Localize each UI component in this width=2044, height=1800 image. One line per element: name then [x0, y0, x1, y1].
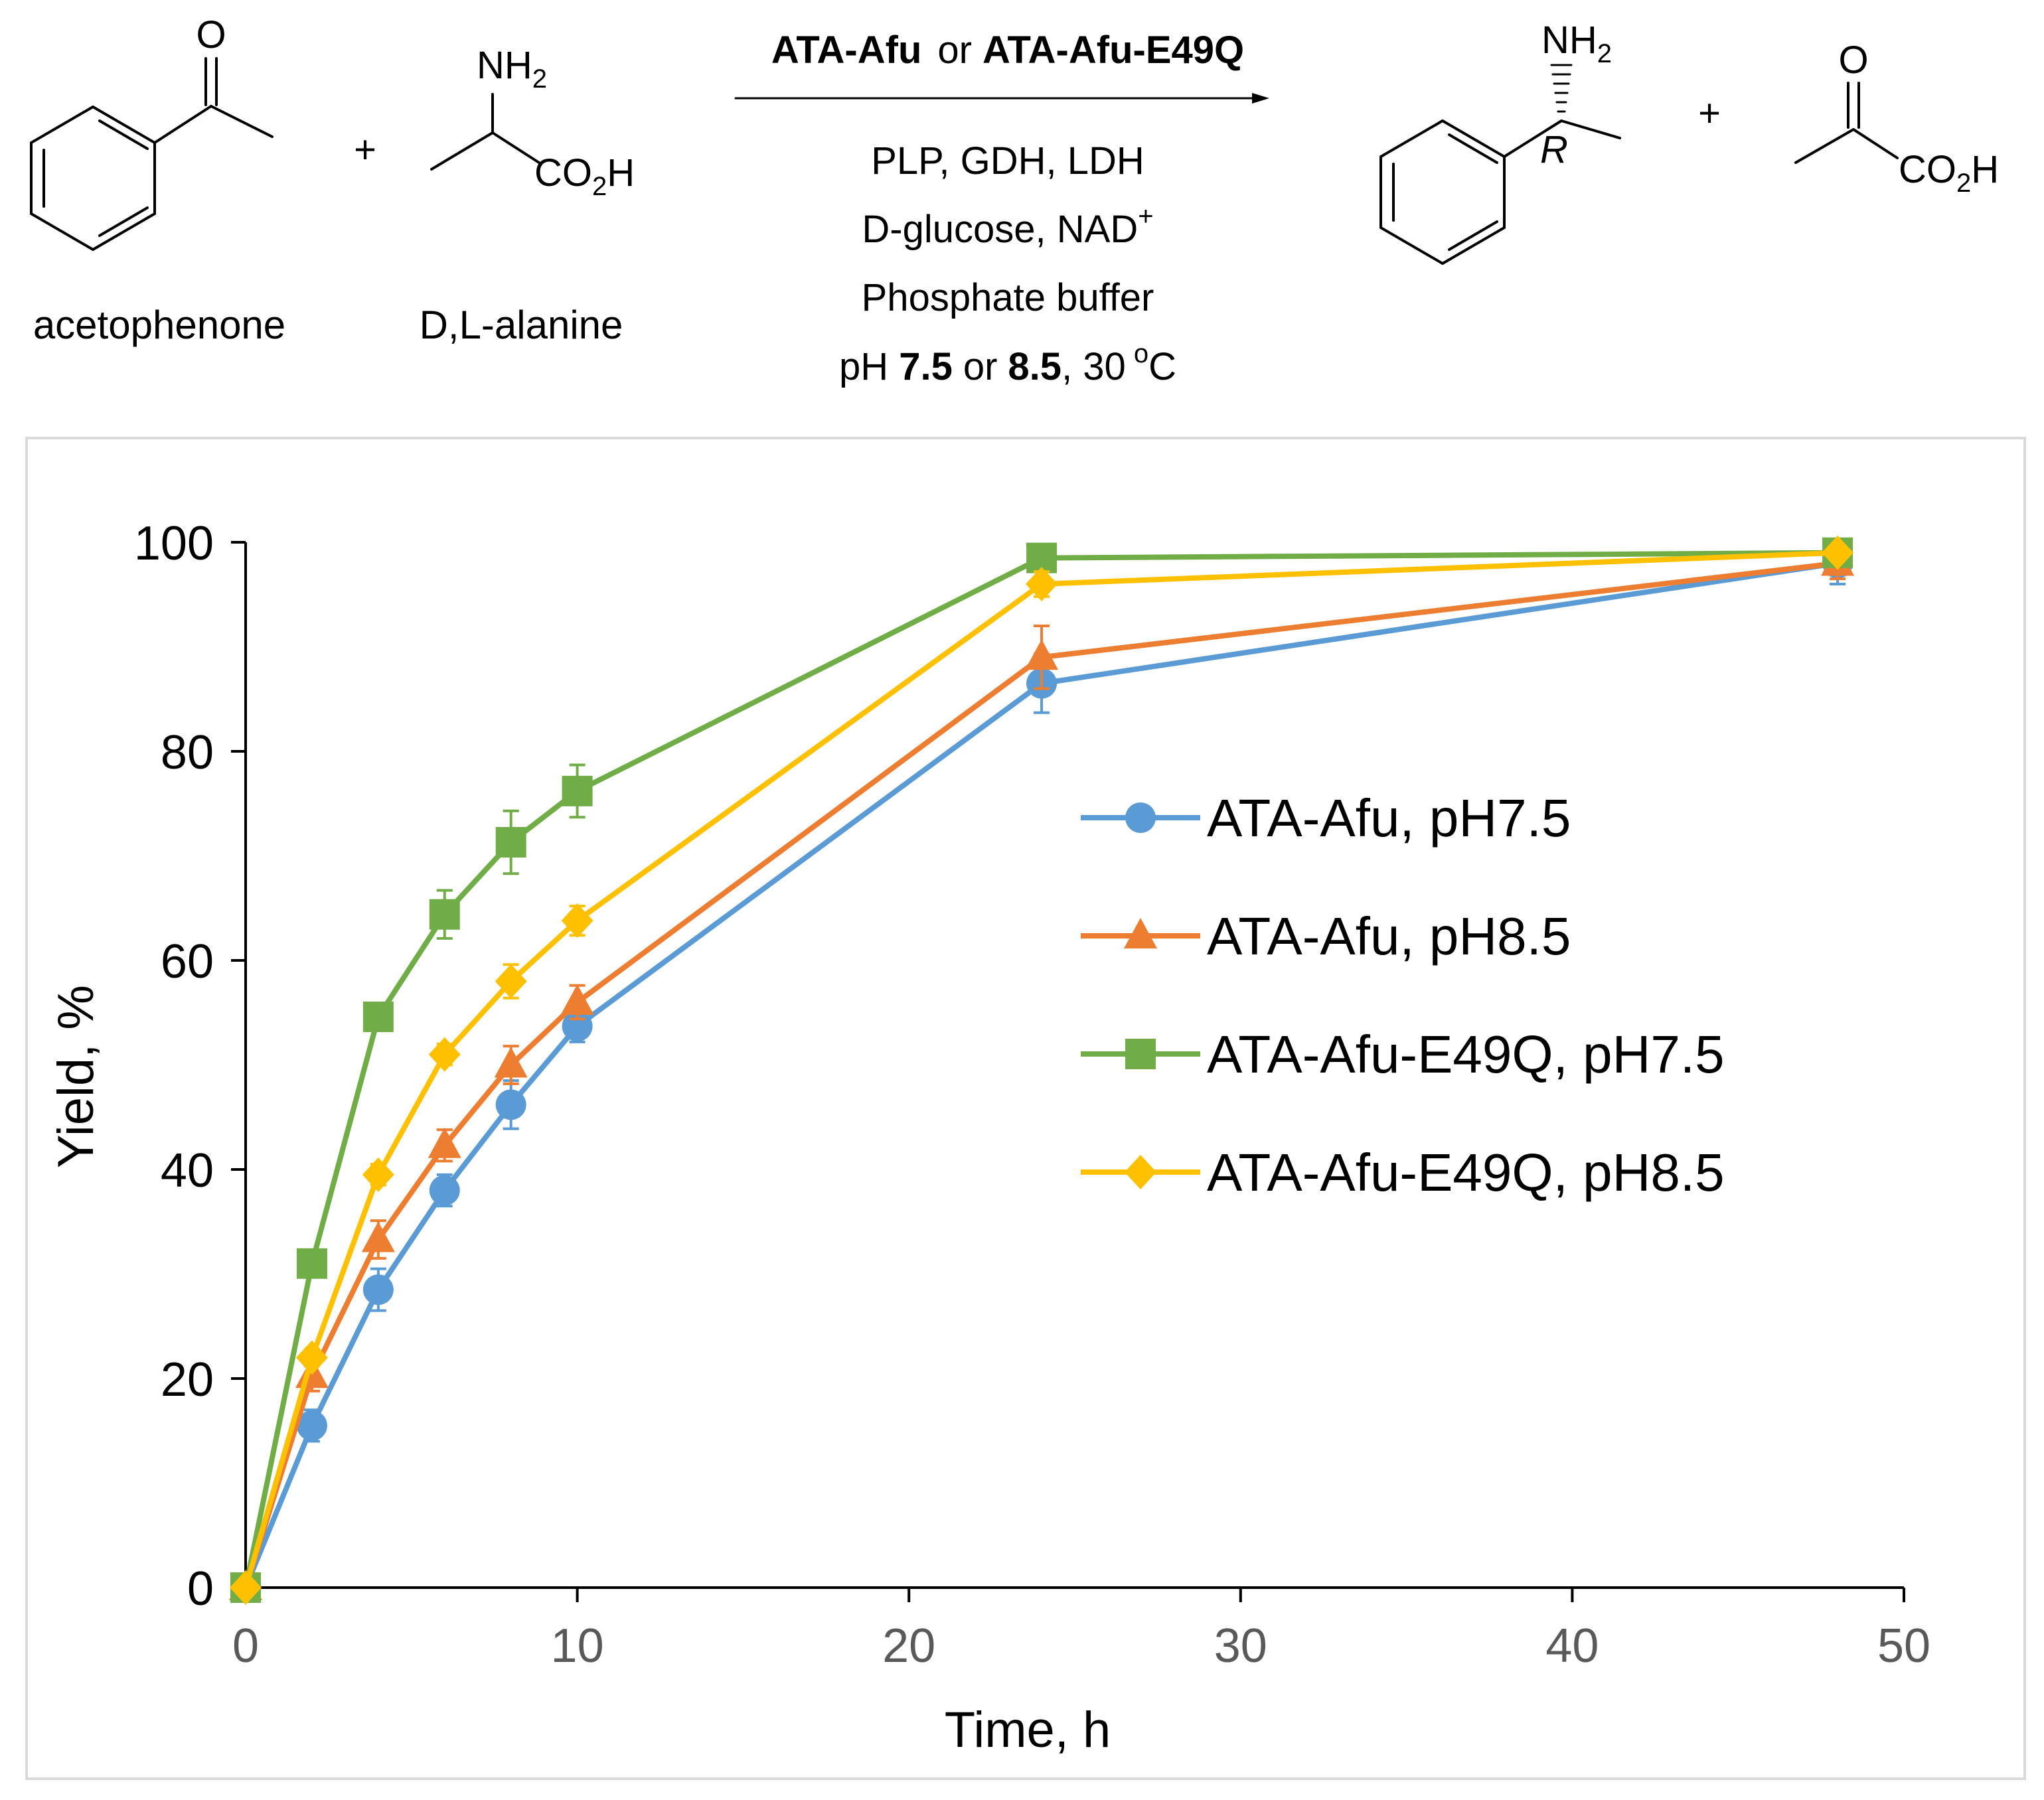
data-point: [562, 775, 593, 806]
legend-marker: [1125, 1039, 1156, 1069]
bond: [1560, 119, 1621, 139]
inner-bond: [98, 206, 149, 237]
x-tick-label: 20: [882, 1619, 935, 1673]
stereo-descriptor: R: [1540, 128, 1568, 171]
pyruvate-oxygen-label: O: [1838, 38, 1868, 82]
data-point: [296, 1410, 327, 1441]
bond: [1503, 119, 1563, 158]
data-point: [429, 1175, 460, 1206]
enzyme-label: ATA-Afu or ATA-Afu-E49Q: [771, 29, 1244, 72]
data-point: [1025, 639, 1059, 670]
axes: 0 10 20 30 40 50 0 20 40 60 80 100: [134, 517, 1930, 1673]
y-axis-label: Yield, %: [48, 985, 104, 1168]
amine-label: NH2: [477, 44, 547, 94]
phenylethylamine-structure: [1379, 64, 1621, 265]
product-amine-label: NH2: [1541, 19, 1612, 68]
data-point: [361, 1221, 395, 1252]
plus-sign: +: [1698, 92, 1721, 135]
oxygen-label: O: [196, 13, 226, 56]
series-1: [230, 541, 1853, 1603]
reactant2-name: D,L-alanine: [420, 303, 623, 347]
alanine-structure: [430, 93, 542, 171]
data-point: [428, 1127, 461, 1158]
y-tick-label: 60: [161, 935, 214, 988]
reaction-scheme: [30, 57, 1899, 265]
acetophenone-structure: [30, 57, 274, 252]
y-tick-label: 100: [134, 517, 214, 570]
y-tick-label: 20: [161, 1353, 214, 1406]
series-3: [230, 537, 1853, 1603]
legend-entry: ATA-Afu, pH8.5: [1081, 907, 1571, 966]
carboxyl-label: CO2H: [534, 151, 635, 201]
legend-label: ATA-Afu-E49Q, pH7.5: [1207, 1025, 1725, 1084]
legend-entry: ATA-Afu, pH7.5: [1081, 788, 1571, 848]
inner-bond: [98, 119, 149, 150]
pyruvate-carboxyl-label: CO2H: [1899, 148, 1999, 198]
bond: [153, 105, 212, 144]
condition-reagents: D-glucose, NAD+: [862, 202, 1153, 251]
benzene-ring: [1379, 119, 1506, 265]
series-line: [243, 560, 1838, 1589]
x-axis-label: Time, h: [945, 1702, 1111, 1758]
benzene-ring: [30, 105, 156, 252]
inner-bond: [1448, 133, 1498, 164]
data-point: [362, 1157, 394, 1192]
series-line: [243, 550, 1838, 1589]
bond: [430, 131, 494, 171]
data-point: [428, 1037, 461, 1072]
legend-entry: ATA-Afu-E49Q, pH7.5: [1081, 1025, 1725, 1084]
y-tick-label: 0: [187, 1562, 214, 1615]
legend-label: ATA-Afu, pH7.5: [1207, 788, 1571, 848]
data-point: [362, 1274, 394, 1306]
bond: [491, 131, 542, 165]
x-tick-label: 0: [232, 1619, 259, 1673]
reactant1-name: acetophenone: [33, 303, 285, 347]
chart-frame: [25, 437, 2026, 1780]
reaction-arrow: [734, 93, 1269, 104]
data-point: [1026, 567, 1058, 601]
data-point: [560, 984, 594, 1015]
data-point: [495, 827, 526, 858]
x-tick-label: 30: [1214, 1619, 1267, 1673]
data-point: [429, 899, 460, 930]
legend-label: ATA-Afu, pH8.5: [1207, 907, 1571, 966]
data-point: [362, 1002, 394, 1033]
plus-sign: +: [354, 128, 376, 171]
legend-entry: ATA-Afu-E49Q, pH8.5: [1081, 1143, 1725, 1202]
series-line: [243, 550, 1838, 1588]
pyruvate-structure: [1794, 82, 1899, 164]
data-point: [494, 1047, 528, 1078]
hashed-wedge-bond: [1550, 64, 1573, 113]
data-point: [1822, 535, 1854, 570]
x-tick-label: 50: [1877, 1619, 1930, 1673]
data-point: [230, 1570, 262, 1605]
x-tick-label: 10: [551, 1619, 604, 1673]
inner-bond: [1448, 220, 1498, 251]
bond: [210, 105, 274, 138]
series-4: [230, 535, 1854, 1605]
data-point: [561, 903, 593, 938]
y-tick-label: 40: [161, 1144, 214, 1197]
legend-marker: [1125, 1155, 1156, 1189]
data-point: [495, 964, 527, 999]
condition-cofactors: PLP, GDH, LDH: [871, 139, 1144, 183]
x-tick-label: 40: [1545, 1619, 1599, 1673]
data-point: [296, 1248, 327, 1279]
bond: [1794, 128, 1855, 164]
data-point: [495, 1089, 526, 1120]
legend-label: ATA-Afu-E49Q, pH8.5: [1207, 1143, 1725, 1202]
condition-buffer: Phosphate buffer: [862, 276, 1154, 319]
condition-ph-temp: pH 7.5 or 8.5, 30 oC: [839, 339, 1176, 388]
series-layer: [229, 535, 1855, 1605]
legend-marker: [1125, 802, 1156, 833]
legend: ATA-Afu, pH7.5 ATA-Afu, pH8.5 ATA-Afu-E49Q…: [1081, 788, 1725, 1202]
scheme-labels: O + NH2 CO2H acetophenone D,L-alanine AT…: [33, 13, 1999, 388]
bond: [1852, 128, 1899, 159]
data-point: [295, 1340, 328, 1375]
y-tick-label: 80: [161, 726, 214, 779]
legend-marker: [1124, 918, 1157, 948]
